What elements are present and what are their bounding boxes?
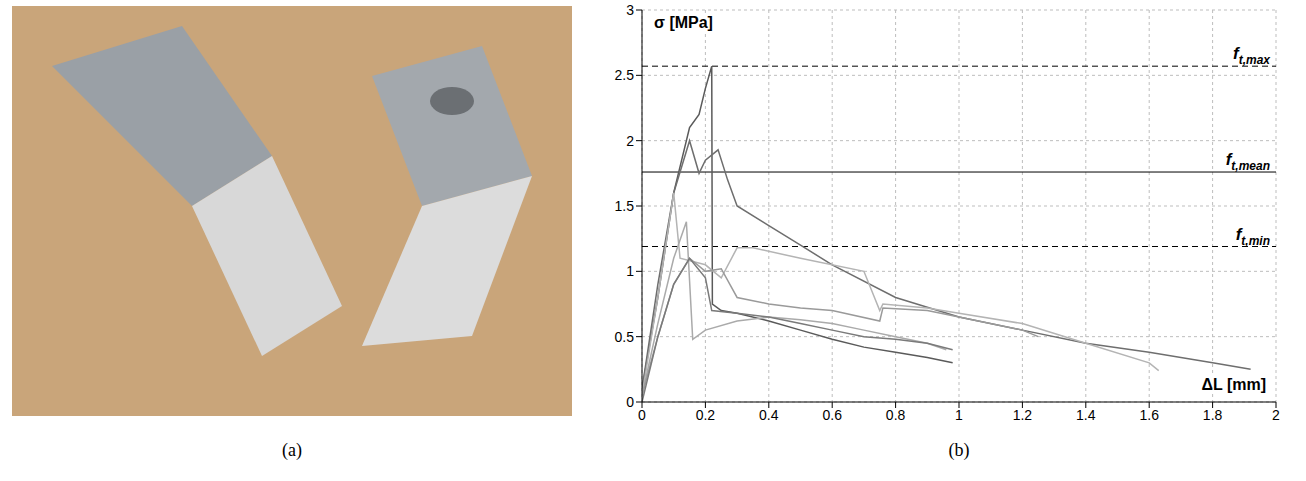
svg-text:0.5: 0.5 <box>615 329 635 345</box>
svg-text:1.5: 1.5 <box>615 198 635 214</box>
svg-text:1.2: 1.2 <box>1013 407 1033 423</box>
svg-text:0.6: 0.6 <box>822 407 842 423</box>
svg-text:3: 3 <box>626 2 634 18</box>
html-text:(b): (b) <box>948 440 970 460</box>
svg-text:0.8: 0.8 <box>886 407 906 423</box>
svg-text:2.5: 2.5 <box>615 67 635 83</box>
svg-text:0.4: 0.4 <box>759 407 779 423</box>
svg-text:ft,max: ft,max <box>1233 44 1271 67</box>
svg-text:0: 0 <box>626 394 634 410</box>
svg-text:0.2: 0.2 <box>696 407 716 423</box>
html-text:ΔL [mm]: ΔL [mm] <box>1201 376 1266 393</box>
svg-text:1.6: 1.6 <box>1139 407 1159 423</box>
svg-text:ft,min: ft,min <box>1236 225 1270 248</box>
svg-text:1.4: 1.4 <box>1076 407 1096 423</box>
svg-text:1: 1 <box>955 407 963 423</box>
html-text:σ [MPa]: σ [MPa] <box>654 14 713 31</box>
svg-text:0: 0 <box>638 407 646 423</box>
svg-text:ft,mean: ft,mean <box>1226 150 1270 173</box>
svg-text:2: 2 <box>626 133 634 149</box>
svg-text:1.8: 1.8 <box>1203 407 1223 423</box>
svg-text:2: 2 <box>1272 407 1280 423</box>
html-text:(a): (a) <box>282 440 302 460</box>
svg-text:1: 1 <box>626 263 634 279</box>
